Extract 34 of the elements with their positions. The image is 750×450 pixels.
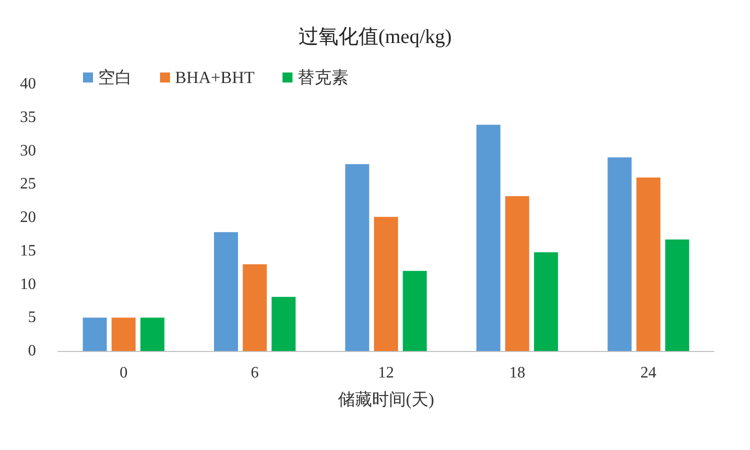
bar (82, 318, 107, 351)
y-tick-label: 10 (20, 276, 36, 293)
bar (214, 232, 238, 351)
y-tick-label: 30 (20, 142, 36, 160)
bar (608, 157, 632, 351)
y-tick-label: 20 (20, 209, 36, 226)
bar (242, 264, 267, 351)
bar (374, 216, 398, 351)
y-tick-label: 0 (28, 342, 36, 360)
y-tick-label: 25 (20, 176, 36, 193)
x-tick-label: 12 (378, 364, 394, 382)
legend-label: 空白 (98, 68, 132, 87)
y-tick-label: 35 (20, 108, 36, 126)
bar (402, 270, 427, 351)
y-tick-label: 15 (20, 242, 36, 260)
bar (665, 240, 690, 351)
x-tick-label: 18 (509, 364, 526, 382)
x-tick-label: 6 (250, 364, 259, 382)
bar (140, 318, 164, 351)
x-tick-label: 0 (120, 364, 128, 382)
bar (476, 124, 500, 351)
bar (505, 196, 530, 351)
legend-label: BHA+BHT (175, 68, 256, 87)
bar (636, 177, 660, 351)
x-tick-label: 24 (640, 364, 656, 382)
bar (112, 318, 136, 351)
y-tick-label: 40 (20, 76, 36, 92)
bar (345, 164, 370, 351)
chart-title: 过氧化值(meq/kg) (298, 26, 452, 48)
legend-label: 替克素 (297, 68, 348, 87)
x-axis-title: 储藏时间(天) (338, 390, 434, 409)
bar (534, 252, 558, 351)
y-tick-label: 5 (28, 309, 36, 326)
bar (272, 296, 296, 351)
